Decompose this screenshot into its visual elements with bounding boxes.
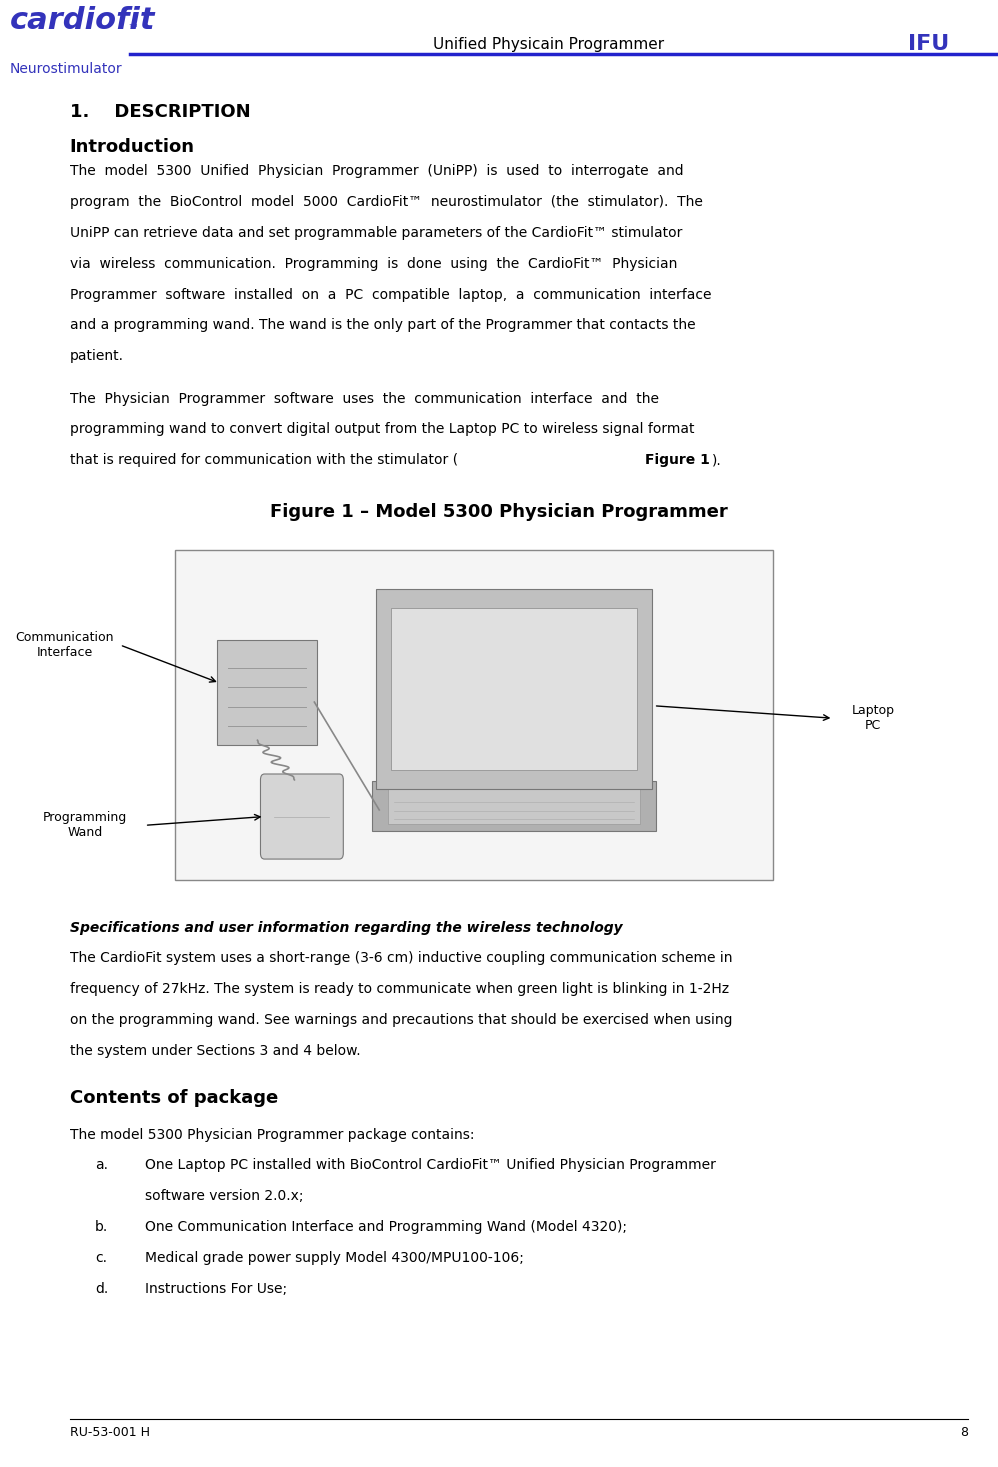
Text: Introduction: Introduction bbox=[70, 138, 195, 156]
Text: d.: d. bbox=[95, 1282, 108, 1295]
Text: cardiofit: cardiofit bbox=[10, 6, 156, 35]
Text: Neurostimulator: Neurostimulator bbox=[10, 62, 123, 76]
Text: a.: a. bbox=[95, 1159, 108, 1172]
Text: Instructions For Use;: Instructions For Use; bbox=[145, 1282, 286, 1295]
Text: RU-53-001 H: RU-53-001 H bbox=[70, 1426, 150, 1439]
Text: Figure 1: Figure 1 bbox=[645, 453, 710, 468]
Text: on the programming wand. See warnings and precautions that should be exercised w: on the programming wand. See warnings an… bbox=[70, 1014, 733, 1027]
Bar bbox=[175, 550, 773, 880]
Text: One Communication Interface and Programming Wand (Model 4320);: One Communication Interface and Programm… bbox=[145, 1221, 627, 1234]
FancyBboxPatch shape bbox=[376, 590, 652, 789]
Text: frequency of 27kHz. The system is ready to communicate when green light is blink: frequency of 27kHz. The system is ready … bbox=[70, 983, 729, 996]
Text: The  model  5300  Unified  Physician  Programmer  (UniPP)  is  used  to  interro: The model 5300 Unified Physician Program… bbox=[70, 164, 684, 179]
Text: b.: b. bbox=[95, 1221, 108, 1234]
Text: Contents of package: Contents of package bbox=[70, 1090, 278, 1108]
Text: that is required for communication with the stimulator (: that is required for communication with … bbox=[70, 453, 458, 468]
FancyBboxPatch shape bbox=[260, 775, 343, 860]
Text: Programming
Wand: Programming Wand bbox=[43, 811, 127, 839]
Text: Specifications and user information regarding the wireless technology: Specifications and user information rega… bbox=[70, 921, 623, 934]
Text: ™: ™ bbox=[128, 23, 139, 34]
Text: and a programming wand. The wand is the only part of the Programmer that contact: and a programming wand. The wand is the … bbox=[70, 318, 696, 333]
FancyBboxPatch shape bbox=[217, 641, 317, 745]
Text: 1.    DESCRIPTION: 1. DESCRIPTION bbox=[70, 103, 250, 120]
Text: Unified Physicain Programmer: Unified Physicain Programmer bbox=[433, 37, 665, 51]
Text: program  the  BioControl  model  5000  CardioFit™  neurostimulator  (the  stimul: program the BioControl model 5000 Cardio… bbox=[70, 195, 703, 210]
Text: The  Physician  Programmer  software  uses  the  communication  interface  and  : The Physician Programmer software uses t… bbox=[70, 392, 659, 406]
Text: Figure 1 – Model 5300 Physician Programmer: Figure 1 – Model 5300 Physician Programm… bbox=[270, 503, 728, 521]
Text: IFU: IFU bbox=[908, 34, 949, 54]
FancyBboxPatch shape bbox=[388, 788, 640, 824]
Text: One Laptop PC installed with BioControl CardioFit™ Unified Physician Programmer: One Laptop PC installed with BioControl … bbox=[145, 1159, 716, 1172]
FancyBboxPatch shape bbox=[372, 782, 656, 832]
FancyBboxPatch shape bbox=[391, 609, 637, 770]
Text: Medical grade power supply Model 4300/MPU100-106;: Medical grade power supply Model 4300/MP… bbox=[145, 1251, 524, 1265]
Text: The model 5300 Physician Programmer package contains:: The model 5300 Physician Programmer pack… bbox=[70, 1128, 474, 1141]
Text: Communication
Interface: Communication Interface bbox=[16, 631, 114, 659]
Text: Laptop
PC: Laptop PC bbox=[851, 704, 895, 732]
Text: patient.: patient. bbox=[70, 349, 124, 364]
Text: the system under Sections 3 and 4 below.: the system under Sections 3 and 4 below. bbox=[70, 1045, 360, 1058]
Text: Programmer  software  installed  on  a  PC  compatible  laptop,  a  communicatio: Programmer software installed on a PC co… bbox=[70, 288, 712, 302]
Text: ).: ). bbox=[712, 453, 722, 468]
Text: via  wireless  communication.  Programming  is  done  using  the  CardioFit™  Ph: via wireless communication. Programming … bbox=[70, 257, 678, 271]
Text: software version 2.0.x;: software version 2.0.x; bbox=[145, 1190, 303, 1203]
Text: UniPP can retrieve data and set programmable parameters of the CardioFit™ stimul: UniPP can retrieve data and set programm… bbox=[70, 226, 683, 241]
Text: 8: 8 bbox=[960, 1426, 968, 1439]
Text: programming wand to convert digital output from the Laptop PC to wireless signal: programming wand to convert digital outp… bbox=[70, 422, 695, 437]
Text: c.: c. bbox=[95, 1251, 107, 1265]
Text: The CardioFit system uses a short-range (3-6 cm) inductive coupling communicatio: The CardioFit system uses a short-range … bbox=[70, 952, 733, 965]
